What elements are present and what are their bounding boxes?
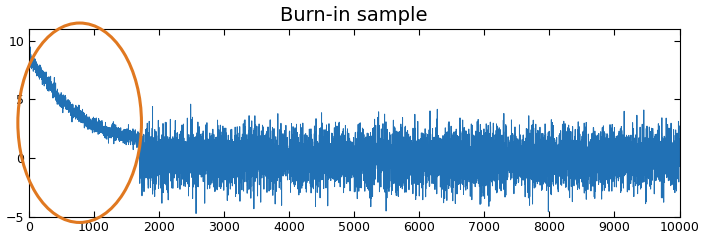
Title: Burn-in sample: Burn-in sample xyxy=(281,6,428,24)
